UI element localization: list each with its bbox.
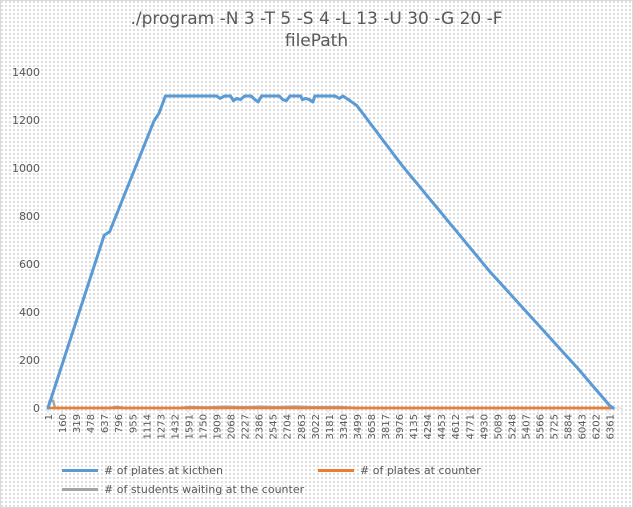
x-tick-label: 6361 (606, 414, 617, 439)
y-tick-label: 600 (19, 258, 40, 271)
series-line-0 (46, 94, 615, 410)
y-tick-label: 1400 (12, 66, 40, 79)
x-tick-label: 2386 (255, 414, 266, 439)
x-tick-label: 1273 (156, 414, 167, 439)
x-tick-label: 637 (100, 414, 111, 433)
x-tick-label: 2227 (241, 414, 252, 439)
legend-label-kitchen: # of plates at kicthen (104, 464, 223, 477)
x-tick-label: 3340 (339, 414, 350, 439)
y-tick-label: 200 (19, 354, 40, 367)
x-tick-label: 5407 (521, 414, 532, 439)
x-tick-label: 160 (58, 414, 69, 433)
x-tick-label: 6202 (592, 414, 603, 439)
x-tick-label: 3181 (325, 414, 336, 439)
y-tick-label: 1000 (12, 162, 40, 175)
x-tick-label: 1114 (142, 414, 153, 439)
x-tick-label: 3817 (381, 414, 392, 439)
x-tick-label: 5884 (564, 414, 575, 439)
x-tick-label: 2863 (297, 414, 308, 439)
x-tick-label: 4612 (451, 414, 462, 439)
x-tick-label: 4453 (437, 414, 448, 439)
chart-title-line-1: ./program -N 3 -T 5 -S 4 -L 13 -U 30 -G … (130, 9, 503, 29)
legend-item-kitchen: # of plates at kicthen (62, 464, 223, 477)
x-tick-label: 4930 (479, 414, 490, 439)
x-tick-label: 796 (114, 414, 125, 433)
x-tick-label: 3976 (395, 414, 406, 439)
y-tick-label: 400 (19, 306, 40, 319)
y-tick-label: 0 (33, 402, 40, 415)
x-tick-label: 2068 (227, 414, 238, 439)
legend-swatch-counter (318, 469, 354, 472)
x-tick-label: 3658 (367, 414, 378, 439)
x-tick-label: 5725 (550, 414, 561, 439)
x-tick-label: 478 (86, 414, 97, 433)
x-tick-label: 3022 (311, 414, 322, 439)
x-tick-label: 5566 (536, 414, 547, 439)
x-tick-label: 4135 (409, 414, 420, 439)
legend-label-counter: # of plates at counter (360, 464, 481, 477)
x-tick-label: 4294 (423, 414, 434, 439)
x-tick-label: 4771 (465, 414, 476, 439)
x-tick-label: 5248 (507, 414, 518, 439)
x-tick-label: 1750 (198, 414, 209, 439)
x-tick-label: 3499 (353, 414, 364, 439)
x-tick-label: 6043 (578, 414, 589, 439)
y-tick-label: 1200 (12, 114, 40, 127)
legend-swatch-students (62, 488, 98, 491)
legend-item-students: # of students waiting at the counter (62, 483, 304, 496)
x-tick-label: 1909 (213, 414, 224, 439)
x-tick-label: 955 (128, 414, 139, 433)
legend-item-counter: # of plates at counter (318, 464, 481, 477)
x-tick-label: 2704 (283, 414, 294, 439)
legend-swatch-kitchen (62, 469, 98, 472)
legend-label-students: # of students waiting at the counter (104, 483, 305, 496)
x-tick-label: 5089 (493, 414, 504, 439)
y-tick-label: 800 (19, 210, 40, 223)
chart-title: ./program -N 3 -T 5 -S 4 -L 13 -U 30 -G … (0, 8, 633, 52)
x-tick-label: 1 (44, 414, 55, 420)
x-tick-label: 319 (72, 414, 83, 433)
chart-title-line-2: filePath (284, 31, 349, 51)
x-tick-label: 2545 (269, 414, 280, 439)
x-tick-label: 1591 (184, 414, 195, 439)
x-tick-label: 1432 (170, 414, 181, 439)
